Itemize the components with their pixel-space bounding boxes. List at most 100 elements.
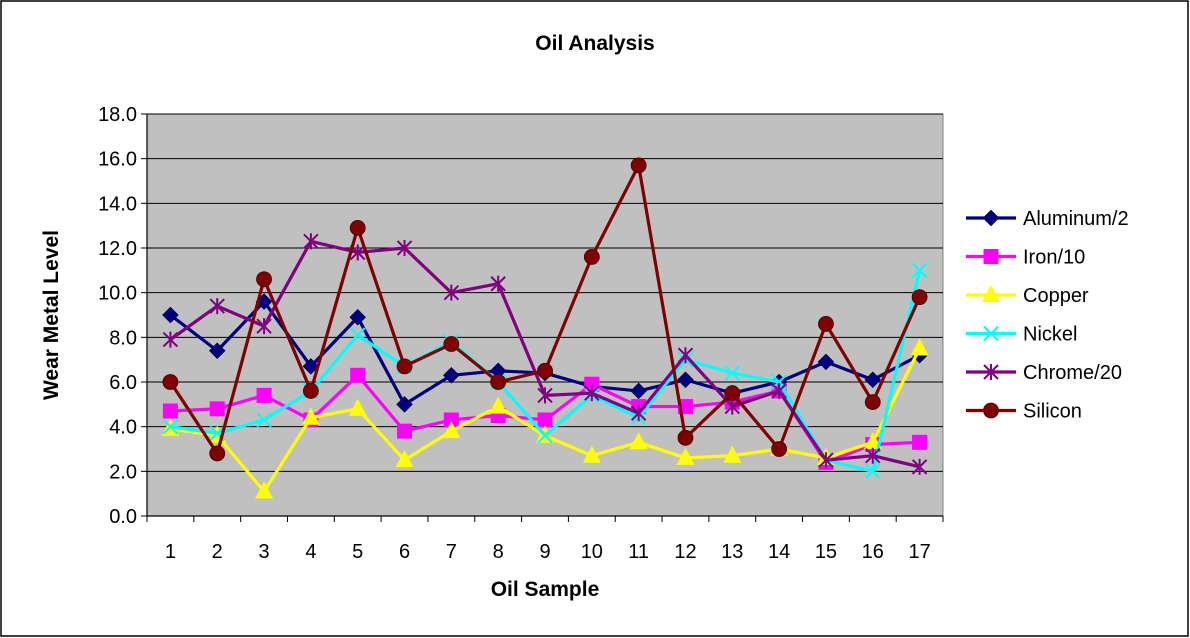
data-point-iron-10	[162, 403, 178, 419]
y-tick-label: 2.0	[109, 461, 137, 483]
data-point-copper	[910, 338, 929, 356]
x-tick-label: 17	[908, 541, 930, 563]
legend: Aluminum/2 Iron/10 Copper Nickel Chrome/20 Si…	[951, 190, 1169, 435]
data-point-iron-10	[912, 434, 928, 450]
legend-entry-nickel: Nickel	[966, 324, 1077, 346]
y-tick-label: 12.0	[98, 238, 137, 260]
data-point-copper	[489, 396, 508, 414]
series-chrome-20	[162, 233, 928, 475]
data-point-aluminum-2	[817, 353, 835, 371]
legend-marker	[983, 325, 999, 342]
legend-marker	[982, 209, 1000, 227]
legend-box	[951, 190, 1169, 435]
data-point-aluminum-2	[396, 395, 413, 413]
data-point-chrome-20	[865, 447, 881, 464]
data-point-nickel	[349, 327, 366, 343]
x-tick-label: 8	[493, 541, 504, 563]
y-tick-label: 6.0	[109, 372, 137, 394]
data-point-silicon	[443, 336, 460, 352]
data-point-aluminum-2	[208, 342, 226, 360]
x-tick-label: 9	[539, 541, 550, 563]
data-point-aluminum-2	[442, 366, 460, 384]
data-point-silicon	[583, 249, 600, 265]
data-point-iron-10	[256, 387, 272, 403]
legend-marker	[983, 364, 999, 380]
data-point-nickel	[724, 365, 741, 381]
data-point-copper	[348, 398, 367, 416]
x-tick-label: 12	[674, 541, 696, 563]
data-point-aluminum-2	[302, 358, 320, 375]
data-point-chrome-20	[771, 382, 787, 399]
series-layer	[161, 157, 929, 499]
data-point-iron-10	[397, 423, 413, 439]
y-tick-label: 8.0	[109, 327, 137, 349]
y-tick-label: 18.0	[98, 104, 137, 126]
legend-marker	[983, 402, 999, 419]
data-point-iron-10	[443, 412, 459, 428]
data-point-chrome-20	[490, 275, 506, 292]
data-point-silicon	[911, 289, 928, 306]
legend-label: Copper	[1023, 285, 1089, 307]
data-point-iron-10	[350, 367, 366, 383]
y-tick-label: 0.0	[109, 506, 137, 528]
y-tick-label: 16.0	[98, 149, 137, 171]
x-tick-label: 5	[352, 541, 363, 563]
y-tick-label: 14.0	[98, 193, 137, 215]
legend-marker	[982, 285, 1000, 302]
data-point-nickel	[162, 418, 179, 435]
data-point-chrome-20	[162, 331, 179, 348]
data-point-nickel	[256, 412, 272, 428]
data-point-chrome-20	[584, 385, 600, 402]
x-tick-label: 16	[862, 541, 884, 563]
data-point-chrome-20	[537, 387, 553, 404]
series-silicon	[162, 157, 928, 462]
x-axis-title: Oil Sample	[491, 578, 600, 601]
x-tick-label: 10	[581, 541, 603, 563]
legend-entry-iron-10: Iron/10	[966, 247, 1085, 269]
legend-entry-chrome-20: Chrome/20	[966, 362, 1122, 384]
data-point-iron-10	[209, 401, 225, 417]
data-point-chrome-20	[209, 298, 225, 315]
legend-entry-silicon: Silicon	[966, 401, 1082, 423]
data-point-silicon	[771, 441, 788, 457]
data-point-copper	[582, 445, 601, 463]
data-point-silicon	[396, 358, 413, 375]
data-point-silicon	[724, 385, 741, 402]
data-point-copper	[301, 407, 320, 425]
x-tick-label: 11	[628, 541, 649, 563]
data-point-copper	[629, 432, 648, 450]
data-point-silicon	[302, 383, 319, 399]
data-point-silicon	[209, 445, 226, 462]
data-point-silicon	[630, 157, 647, 174]
data-point-aluminum-2	[162, 306, 179, 324]
x-tick-label: 1	[165, 541, 176, 563]
data-point-chrome-20	[303, 233, 319, 250]
data-point-iron-10	[584, 376, 600, 392]
data-point-silicon	[537, 362, 553, 379]
chart-title: Oil Analysis	[535, 32, 654, 55]
data-point-copper	[395, 450, 414, 468]
x-tick-label: 3	[258, 541, 269, 563]
data-point-chrome-20	[818, 452, 834, 469]
data-point-copper	[723, 445, 742, 463]
legend-label: Aluminum/2	[1023, 208, 1129, 230]
data-point-nickel	[911, 262, 928, 279]
x-tick-label: 13	[721, 541, 743, 563]
data-point-copper	[255, 481, 274, 499]
data-point-silicon	[349, 219, 366, 236]
data-point-silicon	[818, 316, 834, 332]
axes: 0.02.04.06.08.010.012.014.016.018.01 2 3 4 5…	[98, 104, 944, 563]
data-point-aluminum-2	[630, 382, 648, 400]
data-point-nickel	[537, 427, 553, 444]
data-point-copper	[442, 421, 461, 439]
data-point-silicon	[677, 429, 694, 446]
x-tick-label: 4	[305, 541, 316, 563]
data-point-chrome-20	[443, 284, 460, 301]
data-point-silicon	[864, 394, 881, 411]
data-point-silicon	[490, 374, 507, 390]
y-axis-title: Wear Metal Level	[40, 230, 63, 400]
x-tick-label: 7	[446, 541, 457, 563]
legend-marker	[983, 249, 999, 264]
